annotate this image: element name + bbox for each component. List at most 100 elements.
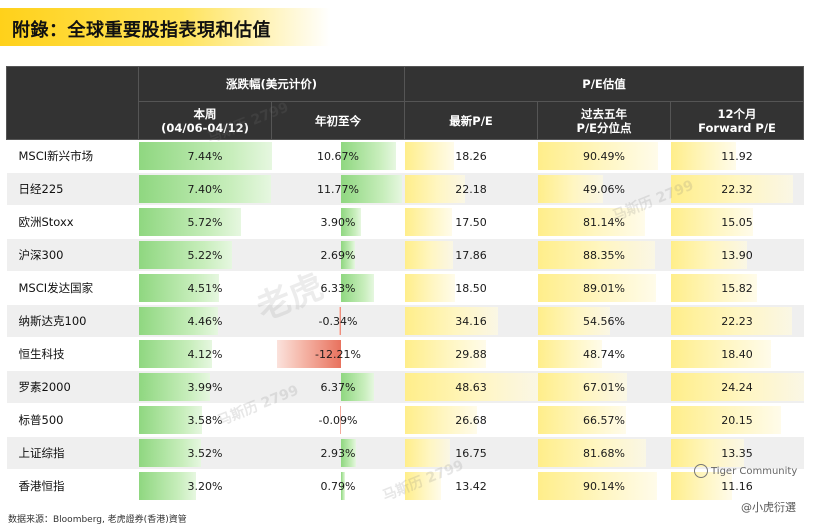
value-bar [404, 142, 455, 170]
cell-value: -0.34% [318, 314, 358, 328]
value-bar [404, 406, 478, 434]
value-bar [340, 208, 362, 236]
value-bar [138, 175, 271, 203]
cell-value: 22.23 [721, 314, 753, 328]
page-title: 附錄：全球重要股指表現和估值 [12, 20, 271, 41]
cell-value: 2.69% [320, 248, 356, 262]
cell-value: 10.67% [317, 149, 359, 163]
index-name: 恒生科技 [6, 337, 139, 371]
value-bar [138, 373, 210, 401]
cell-value: -12.21% [315, 347, 361, 361]
tiger-community-watermark: Tiger Community [694, 464, 797, 478]
index-name: MSCI发达国家 [6, 271, 139, 305]
pe-percentile-cell: 54.56% [537, 304, 671, 338]
value-bar [670, 439, 744, 467]
pe-percentile-cell: 67.01% [537, 370, 671, 404]
cell-value: 罗素2000 [18, 380, 71, 394]
table-row: 沪深300 5.22% 2.69% 17.86 88.35% 13.90 [6, 238, 804, 272]
cell-value: 24.24 [721, 380, 753, 394]
cell-value: 90.14% [583, 479, 625, 493]
value-bar [537, 373, 627, 401]
forward-pe-cell: 22.23 [670, 304, 804, 338]
ytd-return-cell: 11.77% [271, 172, 405, 206]
pe-percentile-cell: 90.49% [537, 139, 671, 173]
latest-pe-cell: 16.75 [404, 436, 538, 470]
value-bar [138, 439, 202, 467]
cell-value: 22.32 [721, 182, 753, 196]
table-row: 标普500 3.58% -0.09% 26.68 66.57% 20.15 [6, 403, 804, 437]
ytd-return-cell: 10.67% [271, 139, 405, 173]
table-row: MSCI发达国家 4.51% 6.33% 18.50 89.01% 15.82 [6, 271, 804, 305]
cell-value: 15.05 [721, 215, 753, 229]
cell-value: 26.68 [455, 413, 487, 427]
tiger-logo-icon [694, 464, 708, 478]
index-name: 罗素2000 [6, 370, 139, 404]
latest-pe-cell: 13.42 [404, 469, 538, 503]
cell-value: 7.44% [187, 149, 223, 163]
value-bar [138, 142, 272, 170]
forward-pe-cell: 18.40 [670, 337, 804, 371]
index-name: 日经225 [6, 172, 139, 206]
cell-value: 日经225 [18, 182, 64, 196]
cell-value: 香港恒指 [18, 479, 65, 493]
cell-value: 沪深300 [18, 248, 64, 262]
latest-pe-cell: 17.50 [404, 205, 538, 239]
value-bar [404, 472, 442, 500]
header-week: 本周 (04/06-04/12) [138, 101, 272, 140]
index-performance-table: 涨跌幅(美元计价) P/E估值 本周 (04/06-04/12) 年初至今 最新P… [6, 66, 805, 503]
cell-value: 4.51% [187, 281, 223, 295]
value-bar [340, 472, 345, 500]
value-bar [670, 208, 754, 236]
title-bar [0, 8, 330, 46]
cell-value: 18.40 [721, 347, 753, 361]
value-bar [340, 142, 397, 170]
value-bar [340, 439, 356, 467]
value-bar [670, 406, 782, 434]
value-bar [404, 307, 498, 335]
cell-value: 11.77% [317, 182, 359, 196]
value-bar [670, 142, 736, 170]
cell-value: 6.33% [320, 281, 356, 295]
value-bar [404, 274, 456, 302]
cell-value: 22.18 [455, 182, 487, 196]
table-row: 日经225 7.40% 11.77% 22.18 49.06% 22.32 [6, 172, 804, 206]
table-row: 香港恒指 3.20% 0.79% 13.42 90.14% 11.16 [6, 469, 804, 503]
value-bar [138, 406, 203, 434]
cell-value: 欧洲Stoxx [18, 215, 74, 229]
cell-value: 5.22% [187, 248, 223, 262]
ytd-return-cell: 6.33% [271, 271, 405, 305]
cell-value: 16.75 [455, 446, 487, 460]
cell-value: 11.16 [721, 479, 753, 493]
value-bar [537, 307, 611, 335]
value-bar [276, 340, 341, 368]
value-bar [537, 439, 647, 467]
cell-value: 11.92 [721, 149, 753, 163]
value-bar [670, 373, 804, 401]
value-bar [138, 307, 219, 335]
week-return-cell: 3.52% [138, 436, 272, 470]
cell-value: 3.90% [320, 215, 356, 229]
ytd-return-cell: 2.93% [271, 436, 405, 470]
cell-value: 恒生科技 [18, 347, 65, 361]
cell-value: 29.88 [455, 347, 487, 361]
pe-percentile-cell: 49.06% [537, 172, 671, 206]
table-row: 欧洲Stoxx 5.72% 3.90% 17.50 81.14% 15.05 [6, 205, 804, 239]
cell-value: 17.50 [455, 215, 487, 229]
header-group-pe: P/E估值 [404, 66, 805, 102]
value-bar [537, 208, 646, 236]
value-bar [404, 340, 487, 368]
ytd-return-cell: 2.69% [271, 238, 405, 272]
week-return-cell: 7.44% [138, 139, 272, 173]
value-bar [537, 241, 656, 269]
cell-value: -0.09% [318, 413, 358, 427]
table-row: 上证综指 3.52% 2.93% 16.75 81.68% 13.35 [6, 436, 804, 470]
cell-value: 3.20% [187, 479, 223, 493]
cell-value: 6.37% [320, 380, 356, 394]
index-name: 沪深300 [6, 238, 139, 272]
pe-percentile-cell: 90.14% [537, 469, 671, 503]
value-bar [537, 406, 627, 434]
week-return-cell: 4.12% [138, 337, 272, 371]
cell-value: 3.52% [187, 446, 223, 460]
value-bar [340, 241, 355, 269]
latest-pe-cell: 22.18 [404, 172, 538, 206]
